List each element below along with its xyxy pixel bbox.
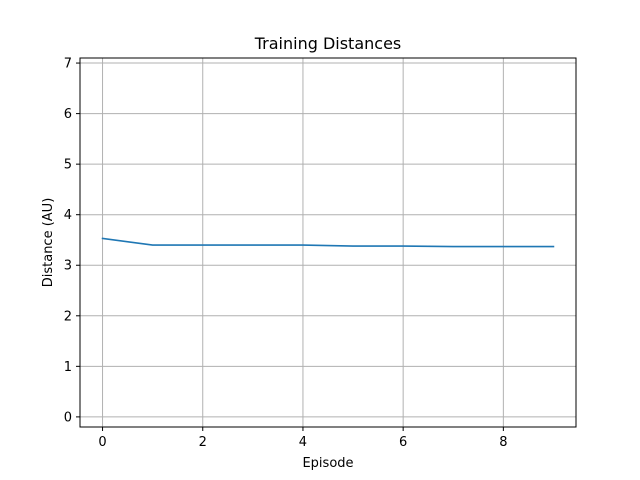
grid-lines <box>80 58 576 427</box>
y-tick-label: 3 <box>64 259 72 274</box>
plot-frame <box>79 57 577 428</box>
x-tick-label: 6 <box>399 435 407 450</box>
y-axis-label: Distance (AU) <box>41 198 56 288</box>
y-tick-label: 4 <box>64 208 72 223</box>
x-tick-label: 2 <box>199 435 207 450</box>
y-tick-label: 5 <box>64 158 72 173</box>
y-tick-label: 7 <box>64 57 72 72</box>
y-tick-label: 1 <box>64 360 72 375</box>
x-axis-label: Episode <box>302 456 353 471</box>
series-layer <box>101 237 555 248</box>
chart-title: Training Distances <box>254 34 402 53</box>
series-line <box>101 237 555 248</box>
y-tick-label: 0 <box>64 410 72 425</box>
x-tick-label: 0 <box>98 435 106 450</box>
y-tick-label: 6 <box>64 107 72 122</box>
x-tick-label: 4 <box>299 435 307 450</box>
x-tick-label: 8 <box>499 435 507 450</box>
axis-ticks: 0 2 4 6 8 0 1 2 3 4 5 6 7 <box>64 57 508 450</box>
y-tick-label: 2 <box>64 309 72 324</box>
